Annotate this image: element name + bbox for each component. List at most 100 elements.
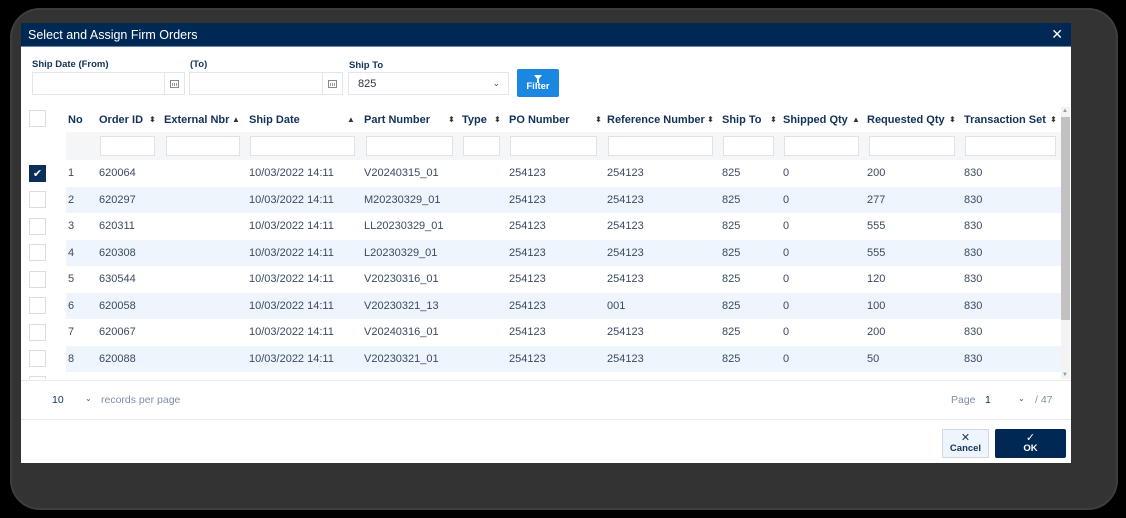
assign-firm-orders-dialog: Select and Assign Firm Orders ✕ Ship Dat… — [21, 23, 1071, 463]
chevron-down-icon[interactable]: ⌄ — [85, 394, 92, 403]
cell-ship-date: 10/03/2022 14:11 — [249, 326, 334, 338]
cell-transaction-set: 830 — [964, 220, 983, 232]
chevron-down-icon[interactable]: ⌄ — [1018, 394, 1025, 403]
ok-button[interactable]: ✓ OK — [995, 429, 1066, 458]
row-checkbox[interactable] — [29, 323, 46, 341]
cell-transaction-set: 830 — [964, 352, 983, 365]
col-ship-date[interactable]: Ship Date ▲ — [249, 113, 355, 126]
cell-ship-date: 10/03/2022 14:11 — [249, 220, 334, 232]
col-part-number[interactable]: Part Number ⬍ — [364, 113, 455, 126]
row-checkbox[interactable] — [29, 244, 46, 261]
scroll-down-icon[interactable]: ▼ — [1062, 372, 1068, 378]
table-row[interactable]: 1 620064 10/03/2022 14:11 V20240315_01 25412… — [66, 160, 1061, 187]
col-requested-qty[interactable]: Requested Qty ⬍ — [867, 113, 956, 126]
close-icon: ✕ — [960, 432, 971, 444]
table-row[interactable]: 3 620311 10/03/2022 14:11 LL20230329_01 2541… — [66, 213, 1061, 240]
row-checkbox[interactable] — [29, 217, 46, 235]
cell-po-number: 254123 — [509, 220, 546, 232]
filter-external-nbr[interactable] — [166, 136, 240, 156]
cell-ship-date: 10/03/2022 14:11 — [249, 193, 334, 206]
filter-reference-number[interactable] — [608, 136, 713, 156]
cell-requested-qty: 200 — [867, 167, 886, 179]
filter-ship-to[interactable] — [723, 136, 774, 156]
scroll-up-icon[interactable]: ▲ — [1062, 108, 1068, 114]
filter-type[interactable] — [463, 136, 500, 156]
col-external-nbr[interactable]: External Nbr ▲ — [164, 113, 240, 126]
sort-asc-icon[interactable]: ▲ — [232, 115, 240, 124]
filter-order-id[interactable] — [100, 136, 155, 156]
select-all-checkbox[interactable] — [29, 110, 46, 127]
col-shipped-qty[interactable]: Shipped Qty ▲ — [783, 113, 860, 126]
cell-reference-number: 001 — [607, 299, 626, 312]
cell-transaction-set: 830 — [964, 167, 983, 179]
records-per-page-select[interactable]: 10 — [52, 394, 64, 406]
table-row[interactable]: 6 620058 10/03/2022 14:11 V20230321_13 25412… — [66, 292, 1061, 319]
sort-asc-icon[interactable]: ▲ — [852, 115, 860, 124]
cell-shipped-qty: 0 — [783, 167, 790, 179]
cell-ship-date: 10/03/2022 14:11 — [249, 299, 334, 312]
dialog-titlebar: Select and Assign Firm Orders ✕ — [21, 23, 1071, 47]
row-checkbox[interactable] — [29, 376, 46, 379]
cell-shipped-qty: 0 — [783, 299, 790, 312]
sort-icon[interactable]: ⬍ — [448, 115, 455, 124]
ship-to-value: 825 — [358, 77, 377, 90]
col-type[interactable]: Type ⬍ — [462, 113, 501, 126]
sort-icon[interactable]: ⬍ — [949, 115, 956, 124]
ship-to-select[interactable]: 825 ⌄ — [348, 72, 509, 95]
vertical-scrollbar[interactable]: ▲ ▼ — [1061, 107, 1070, 379]
scrollbar-thumb[interactable] — [1061, 117, 1070, 320]
cell-part-number: V20230321_13 — [364, 299, 439, 312]
sort-icon[interactable]: ⬍ — [494, 115, 501, 124]
col-order-id[interactable]: Order ID ⬍ — [99, 113, 156, 126]
ship-date-to-input[interactable] — [189, 72, 343, 95]
row-checkbox[interactable]: ✔ — [29, 164, 46, 182]
close-icon[interactable]: ✕ — [1051, 26, 1063, 42]
filter-po-number[interactable] — [510, 136, 597, 156]
cell-reference-number: 254123 — [607, 246, 644, 259]
filter-ship-date[interactable] — [250, 136, 355, 156]
cell-ship-to: 825 — [722, 167, 741, 179]
page-total: / 47 — [1035, 394, 1053, 406]
cell-shipped-qty: 0 — [783, 273, 790, 285]
filter-part-number[interactable] — [366, 136, 453, 156]
filter-transaction-set[interactable] — [965, 136, 1056, 156]
col-po-number[interactable]: PO Number ⬍ — [509, 113, 602, 126]
calendar-icon[interactable] — [322, 73, 342, 94]
sort-asc-icon[interactable]: ▲ — [347, 115, 355, 124]
cell-requested-qty: 555 — [867, 246, 886, 259]
sort-icon[interactable]: ⬍ — [1050, 115, 1057, 124]
cell-po-number: 254123 — [509, 167, 546, 179]
sort-icon[interactable]: ⬍ — [595, 115, 602, 124]
col-reference-number[interactable]: Reference Number ⬍ — [607, 113, 714, 126]
filter-button[interactable]: Filter — [517, 69, 559, 97]
row-checkbox[interactable] — [29, 350, 46, 367]
sort-icon[interactable]: ⬍ — [707, 115, 714, 124]
table-row[interactable]: 7 620067 10/03/2022 14:11 V20240316_01 25412… — [66, 319, 1061, 346]
table-row[interactable]: 4 620308 10/03/2022 14:11 L20230329_01 25412… — [66, 239, 1061, 266]
row-checkbox[interactable] — [29, 270, 46, 288]
sort-icon[interactable]: ⬍ — [149, 115, 156, 124]
column-filter-row — [66, 132, 1061, 160]
col-ship-to[interactable]: Ship To ⬍ — [722, 113, 777, 126]
page-select[interactable]: 1 — [985, 394, 991, 406]
table-row[interactable]: 8 620088 10/03/2022 14:11 V20230321_01 25412… — [66, 345, 1061, 372]
table-row[interactable]: 5 630544 10/03/2022 14:11 V20230316_01 25412… — [66, 266, 1061, 293]
cell-ship-date: 10/03/2022 14:11 — [249, 246, 334, 259]
table-row[interactable]: 2 620297 10/03/2022 14:11 M20230329_01 25412… — [66, 186, 1061, 213]
cell-ship-to: 825 — [722, 299, 741, 312]
cell-order-id: 620308 — [99, 246, 136, 259]
cell-transaction-set: 830 — [964, 246, 983, 259]
col-transaction-set[interactable]: Transaction Set ⬍ — [964, 113, 1057, 126]
ship-date-from-input[interactable] — [32, 72, 185, 95]
cell-transaction-set: 830 — [964, 326, 983, 338]
cell-shipped-qty: 0 — [783, 193, 790, 206]
cell-order-id: 620067 — [99, 326, 136, 338]
row-checkbox[interactable] — [29, 191, 46, 208]
filter-requested-qty[interactable] — [869, 136, 955, 156]
cancel-button[interactable]: ✕ Cancel — [942, 429, 989, 458]
cell-transaction-set: 830 — [964, 299, 983, 312]
row-checkbox[interactable] — [29, 297, 46, 314]
sort-icon[interactable]: ⬍ — [770, 115, 777, 124]
calendar-icon[interactable] — [164, 73, 184, 94]
filter-shipped-qty[interactable] — [784, 136, 859, 156]
